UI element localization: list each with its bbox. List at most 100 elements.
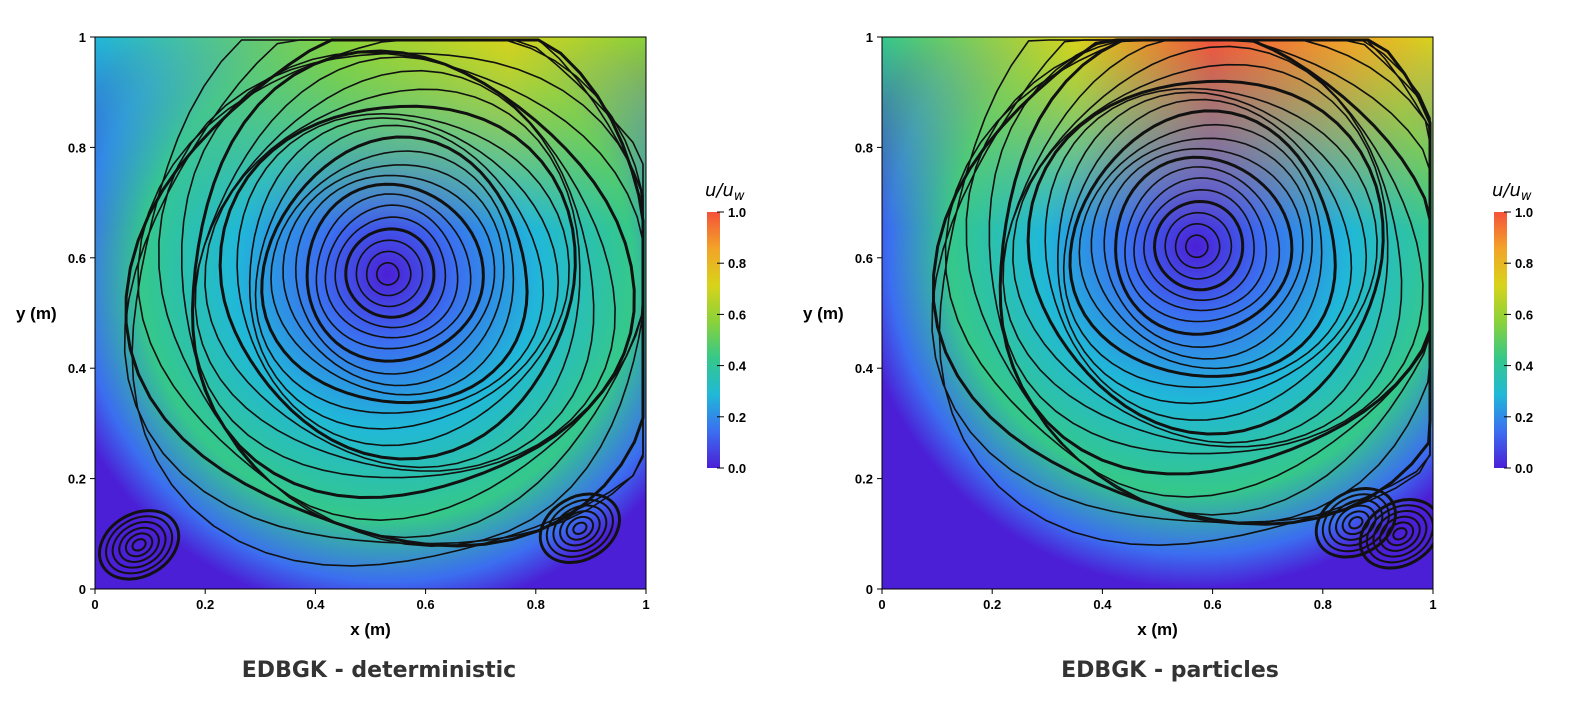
streamline [324, 204, 459, 339]
colorbar-title: u/uw [705, 180, 745, 204]
streamline [1103, 147, 1304, 349]
corner-vortex-2 [559, 510, 601, 547]
corner-vortex-2 [1365, 504, 1433, 564]
streamline [1078, 123, 1323, 370]
x-tick-label: 1 [1429, 597, 1436, 612]
streamline [334, 216, 447, 329]
colorbar-tick-label: 0.0 [728, 461, 746, 476]
streamline [1044, 87, 1378, 421]
corner-vortex-2 [565, 515, 595, 541]
corner-vortex-1 [124, 532, 154, 558]
y-tick-label: 1 [79, 30, 86, 45]
y-tick-label: 0.8 [68, 140, 86, 155]
streamline [344, 227, 436, 319]
streamline [1184, 234, 1209, 259]
y-tick-label: 0.8 [855, 140, 873, 155]
colorbar-tick-label: 0.2 [1515, 410, 1533, 425]
streamline [204, 88, 581, 469]
streamline [260, 135, 529, 405]
streamlines [98, 38, 645, 581]
streamline [315, 193, 472, 350]
streamline [1002, 45, 1403, 448]
streamline [218, 104, 577, 461]
streamline [1124, 166, 1281, 323]
panel-deterministic: 0 0.2 0.4 0.6 0.8 1 0 0.2 0.4 0.6 0.8 1 x (m) y (m) 0.… [16, 30, 747, 683]
streamline [1114, 155, 1294, 336]
x-tick-label: 0 [878, 597, 885, 612]
corner-vortex-1 [1348, 516, 1364, 530]
colorbar [707, 212, 720, 468]
streamline [1143, 188, 1255, 301]
caption-particles: EDBGK - particles [1061, 658, 1279, 683]
y-axis-label: y (m) [16, 304, 57, 323]
colorbar-tick-label: 0.4 [728, 359, 747, 374]
streamline [1068, 109, 1337, 378]
y-tick-label: 0.2 [855, 472, 873, 487]
corner-vortex-2 [1358, 498, 1433, 570]
streamline [254, 124, 545, 414]
streamline [194, 69, 595, 472]
x-tick-label: 0.8 [1314, 597, 1332, 612]
y-tick-label: 0.6 [855, 251, 873, 266]
colorbar-tick-label: 0.8 [728, 256, 746, 271]
x-tick-label: 0.8 [527, 597, 545, 612]
streamline [998, 38, 1432, 476]
caption-deterministic: EDBGK - deterministic [241, 658, 517, 683]
streamline [181, 51, 644, 522]
streamline [1164, 211, 1233, 280]
x-axis-label: x (m) [1137, 620, 1178, 639]
streamline [270, 150, 515, 396]
streamline [375, 262, 400, 286]
streamline [355, 239, 424, 308]
y-tick-label: 0.6 [68, 251, 86, 266]
colorbar-tick-label: 0.8 [1515, 256, 1533, 271]
y-tick-label: 0 [79, 582, 86, 597]
streamline [248, 117, 559, 430]
y-tick-label: 0.4 [68, 361, 87, 376]
corner-vortex-1 [98, 509, 181, 581]
corner-vortex-2 [1385, 521, 1415, 547]
corner-vortex-2 [538, 492, 621, 565]
x-tick-label: 0 [91, 597, 98, 612]
streamline [365, 250, 412, 297]
chart-deterministic: 0 0.2 0.4 0.6 0.8 1 0 0.2 0.4 0.6 0.8 1 x (m) y (m) 0.… [16, 30, 747, 639]
corner-vortex-1 [105, 515, 174, 575]
streamline [1174, 222, 1221, 269]
corner-vortex-2 [572, 521, 588, 535]
corner-vortex-2 [1392, 527, 1408, 541]
colorbar-title: u/uw [1492, 180, 1532, 204]
corner-vortex-2 [1372, 509, 1428, 558]
colorbar-tick-label: 0.2 [728, 410, 746, 425]
streamline [236, 112, 570, 447]
y-tick-label: 0 [866, 582, 873, 597]
colorbar-tick-label: 0.6 [728, 307, 746, 322]
plot-area [95, 37, 646, 589]
plot-area [882, 37, 1433, 589]
streamline [1133, 177, 1268, 312]
colorbar-tick-label: 1.0 [728, 205, 746, 220]
plot-frame [94, 36, 647, 590]
colorbar-tick-label: 0.0 [1515, 461, 1533, 476]
streamline [1090, 137, 1314, 360]
streamline [965, 39, 1431, 516]
colorbar-tick-label: 0.6 [1515, 307, 1533, 322]
streamline [282, 164, 505, 387]
streamline [1012, 63, 1389, 444]
panel-particles: 0 0.2 0.4 0.6 0.8 1 0 0.2 0.4 0.6 0.8 1 x (m) y (m) 0.… [787, 0, 1574, 702]
streamline [190, 49, 636, 500]
y-tick-label: 1 [866, 30, 873, 45]
y-axis-label: y (m) [803, 304, 844, 323]
streamline [305, 182, 485, 363]
corner-vortex-2 [545, 498, 614, 558]
chart-particles: 0 0.2 0.4 0.6 0.8 1 0 0.2 0.4 0.6 0.8 1 x (m) y (m) 0.… [803, 30, 1534, 639]
x-tick-label: 0.4 [306, 597, 325, 612]
x-tick-label: 0.4 [1093, 597, 1112, 612]
x-axis-label: x (m) [350, 620, 391, 639]
x-tick-label: 0.6 [1204, 597, 1222, 612]
streamlines [931, 38, 1433, 570]
streamline [1152, 199, 1245, 292]
streamline [1056, 91, 1368, 405]
colorbar-tick-label: 0.4 [1515, 359, 1534, 374]
plot-frame [881, 36, 1434, 590]
corner-vortex-2 [552, 504, 608, 553]
